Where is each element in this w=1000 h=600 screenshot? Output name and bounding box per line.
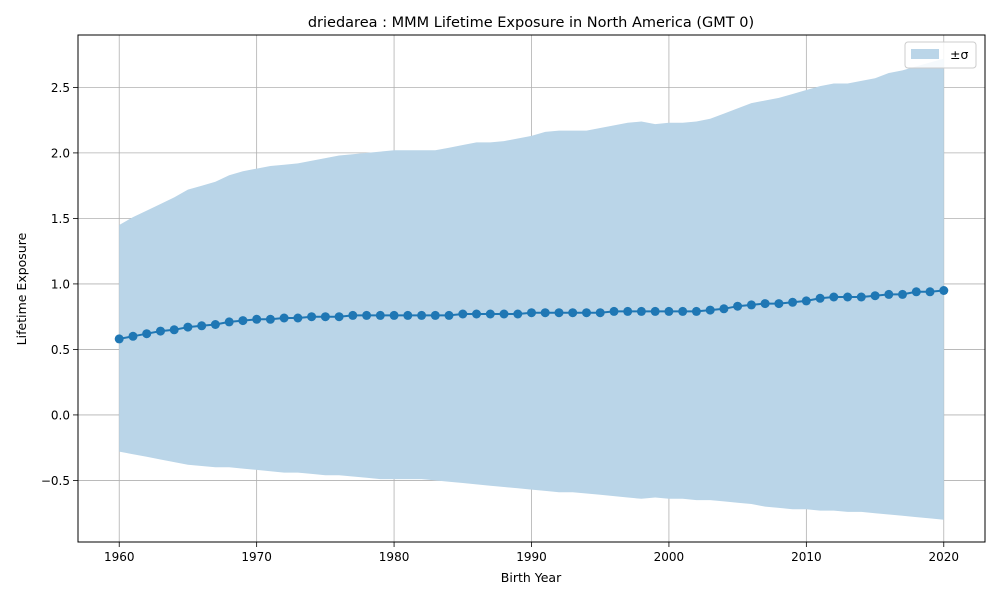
x-tick-label: 1980: [379, 550, 410, 564]
data-point: [403, 310, 413, 320]
data-point: [485, 309, 495, 319]
data-point: [279, 313, 289, 323]
y-tick-label: −0.5: [41, 474, 70, 488]
std-band: [119, 58, 944, 520]
data-point: [389, 310, 399, 320]
data-point: [348, 310, 358, 320]
data-point: [801, 296, 811, 306]
data-point: [678, 306, 688, 316]
data-point: [114, 334, 124, 344]
x-tick-label: 2000: [654, 550, 685, 564]
data-point: [746, 300, 756, 310]
data-point: [815, 293, 825, 303]
data-point: [224, 317, 234, 327]
data-point: [650, 306, 660, 316]
y-tick-label: 2.0: [51, 146, 70, 160]
data-point: [595, 308, 605, 318]
data-point: [265, 314, 275, 324]
data-point: [774, 299, 784, 309]
legend-label-band: ±σ: [950, 47, 968, 62]
y-axis-label: Lifetime Exposure: [14, 232, 29, 345]
data-point: [513, 309, 523, 319]
data-point: [417, 310, 427, 320]
x-tick-label: 1960: [104, 550, 135, 564]
data-point: [939, 286, 949, 295]
data-point: [430, 310, 440, 320]
data-point: [898, 289, 907, 299]
data-point: [691, 306, 701, 316]
data-point: [609, 306, 619, 316]
data-point: [142, 329, 152, 339]
data-point: [320, 312, 330, 322]
data-point: [623, 306, 633, 316]
data-point: [334, 312, 344, 322]
x-axis-label: Birth Year: [501, 570, 562, 585]
data-point: [293, 313, 303, 323]
y-tick-label: 1.0: [51, 277, 70, 291]
data-point: [582, 308, 591, 318]
data-point: [527, 308, 536, 318]
data-point: [540, 308, 550, 318]
y-axis: −0.5 0.0 0.5 1.0 1.5 2.0 2.5: [41, 81, 78, 488]
data-point: [252, 314, 262, 324]
legend-box: [904, 41, 977, 69]
data-point: [870, 291, 880, 301]
data-point: [884, 289, 894, 299]
y-tick-label: 0.5: [51, 343, 70, 357]
data-point: [664, 306, 674, 316]
data-point: [375, 310, 385, 320]
data-point: [843, 292, 853, 302]
data-point: [719, 304, 729, 314]
data-point: [238, 316, 248, 326]
y-tick-label: 2.5: [51, 81, 70, 95]
data-point: [210, 320, 220, 329]
data-point: [169, 325, 179, 335]
data-point: [156, 326, 165, 336]
data-point: [568, 308, 578, 318]
data-point: [636, 306, 646, 316]
data-point: [499, 309, 509, 319]
x-tick-label: 2020: [928, 550, 959, 564]
data-point: [733, 301, 743, 311]
y-tick-label: 1.5: [51, 212, 70, 226]
data-point: [705, 305, 715, 315]
data-point: [197, 321, 207, 331]
data-point: [911, 287, 921, 297]
data-point: [925, 287, 935, 297]
data-point: [760, 299, 770, 309]
y-tick-label: 0.0: [51, 408, 70, 422]
data-point: [554, 308, 564, 318]
data-point: [128, 331, 138, 341]
x-tick-label: 2010: [791, 550, 822, 564]
data-point: [307, 312, 317, 322]
band-layer: [119, 58, 944, 520]
data-point: [362, 310, 372, 320]
data-point: [472, 309, 481, 319]
legend-swatch-band: [911, 49, 939, 59]
x-tick-label: 1990: [516, 550, 547, 564]
chart-title: driedarea : MMM Lifetime Exposure in Nor…: [308, 15, 754, 31]
data-point: [458, 309, 468, 319]
legend: ±σ: [904, 41, 977, 69]
series-layer: [114, 286, 949, 344]
data-point: [856, 292, 866, 302]
data-point: [788, 297, 798, 307]
data-point: [829, 292, 839, 302]
data-point: [444, 310, 454, 320]
x-axis: 1960 1970 1980 1990 2000 2010 2020: [104, 542, 959, 564]
data-point: [183, 322, 193, 332]
x-tick-label: 1970: [241, 550, 272, 564]
